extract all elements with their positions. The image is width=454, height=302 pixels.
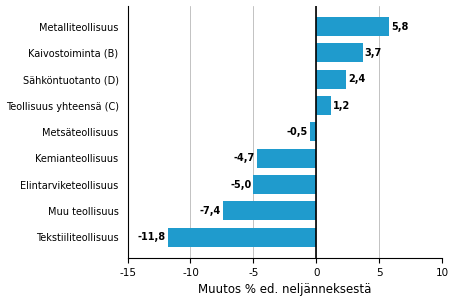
Text: -0,5: -0,5 (287, 127, 308, 137)
Bar (316, 43, 363, 62)
Text: -11,8: -11,8 (138, 232, 166, 242)
X-axis label: Muutos % ed. neljänneksestä: Muutos % ed. neljänneksestä (198, 284, 371, 297)
Text: -7,4: -7,4 (200, 206, 221, 216)
Bar (168, 228, 316, 247)
Bar (316, 17, 389, 36)
Bar (316, 96, 331, 115)
Bar (253, 175, 316, 194)
Bar (310, 122, 316, 141)
Text: 1,2: 1,2 (333, 101, 350, 111)
Text: -4,7: -4,7 (234, 153, 255, 163)
Text: 3,7: 3,7 (365, 48, 382, 58)
Text: 5,8: 5,8 (391, 21, 408, 31)
Text: 2,4: 2,4 (348, 74, 365, 84)
Text: -5,0: -5,0 (230, 179, 252, 190)
Bar (316, 70, 346, 89)
Bar (223, 201, 316, 220)
Bar (257, 149, 316, 168)
